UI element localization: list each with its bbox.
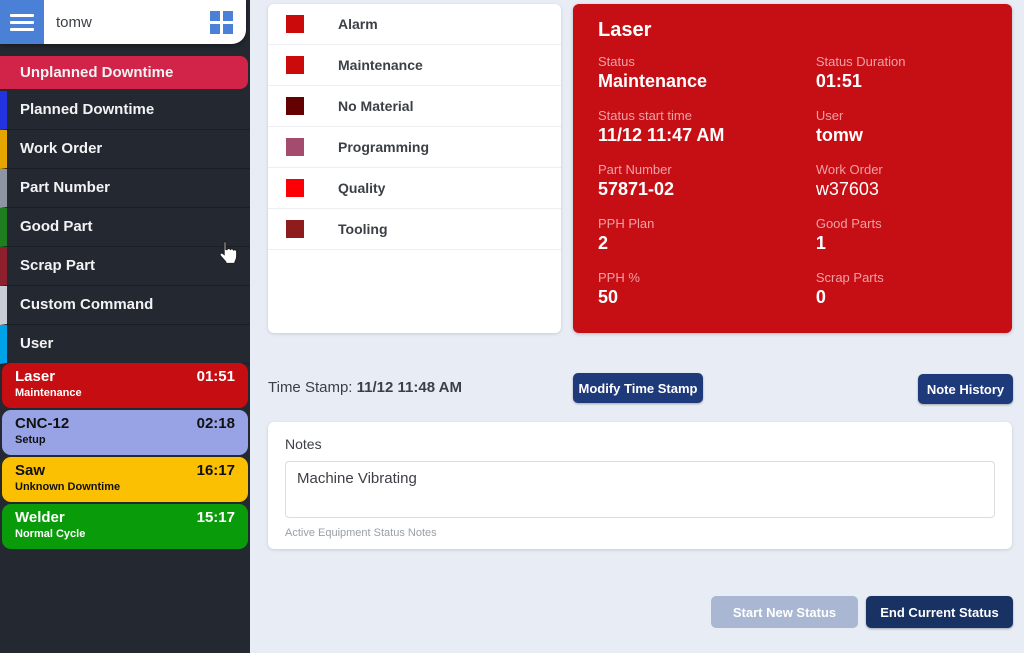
sidebar-item-unplanned-downtime[interactable]: Unplanned Downtime: [0, 56, 248, 89]
field-pph-plan: PPH Plan 2: [598, 216, 655, 253]
machine-tile-saw[interactable]: Saw 16:17 Unknown Downtime: [2, 457, 248, 502]
modify-time-stamp-button[interactable]: Modify Time Stamp: [573, 373, 703, 403]
sidebar-item-user[interactable]: User: [0, 325, 250, 364]
start-new-status-button[interactable]: Start New Status: [711, 596, 858, 628]
machine-timer: 01:51: [196, 368, 235, 385]
sidebar-item-scrap-part[interactable]: Scrap Part: [0, 247, 250, 286]
field-user: User tomw: [815, 108, 863, 145]
field-status-duration: Status Duration 01:51: [815, 54, 906, 91]
sidebar-item-planned-downtime[interactable]: Planned Downtime: [0, 91, 250, 130]
status-color-swatch: [286, 56, 304, 74]
timestamp-value: 11/12 11:48 AM: [356, 379, 462, 396]
hamburger-icon: [10, 27, 34, 31]
machine-timer: 15:17: [196, 509, 235, 526]
status-color-swatch: [286, 15, 304, 33]
machine-tile-list: Laser 01:51 Maintenance CNC-12 02:18 Set…: [0, 363, 250, 551]
field-status-start-time: Status start time 11/12 11:47 AM: [598, 108, 725, 145]
note-history-button[interactable]: Note History: [918, 374, 1013, 404]
reason-row-no-material[interactable]: No Material: [268, 86, 561, 127]
timestamp-text: Time Stamp: 11/12 11:48 AM: [268, 379, 462, 396]
field-good-parts: Good Parts 1: [815, 216, 882, 253]
apps-grid-icon[interactable]: [210, 10, 233, 34]
reason-label: Quality: [338, 180, 386, 196]
sidebar-item-part-number[interactable]: Part Number: [0, 169, 250, 208]
machine-status: Maintenance: [15, 387, 82, 399]
sidebar-item-custom-command[interactable]: Custom Command: [0, 286, 250, 325]
end-current-status-button[interactable]: End Current Status: [866, 596, 1013, 628]
reason-label: Programming: [338, 139, 430, 155]
field-pph-percent: PPH % 50: [598, 270, 640, 307]
sidebar-item-good-part[interactable]: Good Part: [0, 208, 250, 247]
reason-row-quality[interactable]: Quality: [268, 168, 561, 209]
field-scrap-parts: Scrap Parts 0: [815, 270, 884, 307]
notes-input[interactable]: Machine Vibrating: [285, 461, 995, 518]
machine-timer: 02:18: [196, 415, 235, 432]
sidebar-menu: Unplanned Downtime Planned Downtime Work…: [0, 56, 250, 364]
timestamp-label: Time Stamp:: [268, 379, 357, 396]
machine-tile-laser[interactable]: Laser 01:51 Maintenance: [2, 363, 248, 408]
machine-name: Saw: [15, 462, 46, 479]
machine-status: Normal Cycle: [15, 528, 86, 540]
field-status: Status Maintenance: [598, 54, 708, 91]
equipment-name-title: Laser: [598, 19, 652, 41]
sidebar-header: tomw: [0, 0, 246, 44]
notes-card: Notes Machine Vibrating Active Equipment…: [268, 422, 1012, 549]
field-work-order: Work Order w37603: [815, 162, 883, 199]
status-color-swatch: [286, 220, 304, 238]
machine-name: Welder: [15, 509, 65, 526]
machine-status: Setup: [15, 434, 46, 446]
reason-label: Alarm: [338, 16, 378, 32]
hamburger-icon: [10, 20, 34, 24]
notes-title: Notes: [285, 436, 322, 452]
hamburger-menu-button[interactable]: [0, 0, 44, 44]
reason-row-tooling[interactable]: Tooling: [268, 209, 561, 250]
reason-label: No Material: [338, 98, 414, 114]
reason-row-programming[interactable]: Programming: [268, 127, 561, 168]
reason-label: Tooling: [338, 221, 388, 237]
timestamp-row: Time Stamp: 11/12 11:48 AM Modify Time S…: [268, 373, 1013, 404]
machine-name: CNC-12: [15, 415, 70, 432]
notes-helper-text: Active Equipment Status Notes: [285, 527, 437, 539]
field-part-number: Part Number 57871-02: [598, 162, 675, 199]
reason-row-maintenance[interactable]: Maintenance: [268, 45, 561, 86]
machine-tile-welder[interactable]: Welder 15:17 Normal Cycle: [2, 504, 248, 549]
machine-timer: 16:17: [196, 462, 235, 479]
machine-status: Unknown Downtime: [15, 481, 121, 493]
status-color-swatch: [286, 179, 304, 197]
reason-row-alarm[interactable]: Alarm: [268, 4, 561, 45]
sidebar: tomw Unplanned Downtime Planned Downtime…: [0, 0, 250, 653]
status-color-swatch: [286, 97, 304, 115]
status-color-swatch: [286, 138, 304, 156]
machine-name: Laser: [15, 368, 56, 385]
hamburger-icon: [10, 13, 34, 17]
bottom-action-bar: Start New Status End Current Status: [0, 596, 1024, 628]
username-field[interactable]: tomw: [56, 13, 92, 31]
equipment-status-card: Laser Status Maintenance Status Duration…: [573, 4, 1012, 333]
reason-label: Maintenance: [338, 57, 423, 73]
machine-tile-cnc-12[interactable]: CNC-12 02:18 Setup: [2, 410, 248, 455]
sidebar-item-work-order[interactable]: Work Order: [0, 130, 250, 169]
status-reason-list: Alarm Maintenance No Material Programmin…: [268, 4, 561, 333]
